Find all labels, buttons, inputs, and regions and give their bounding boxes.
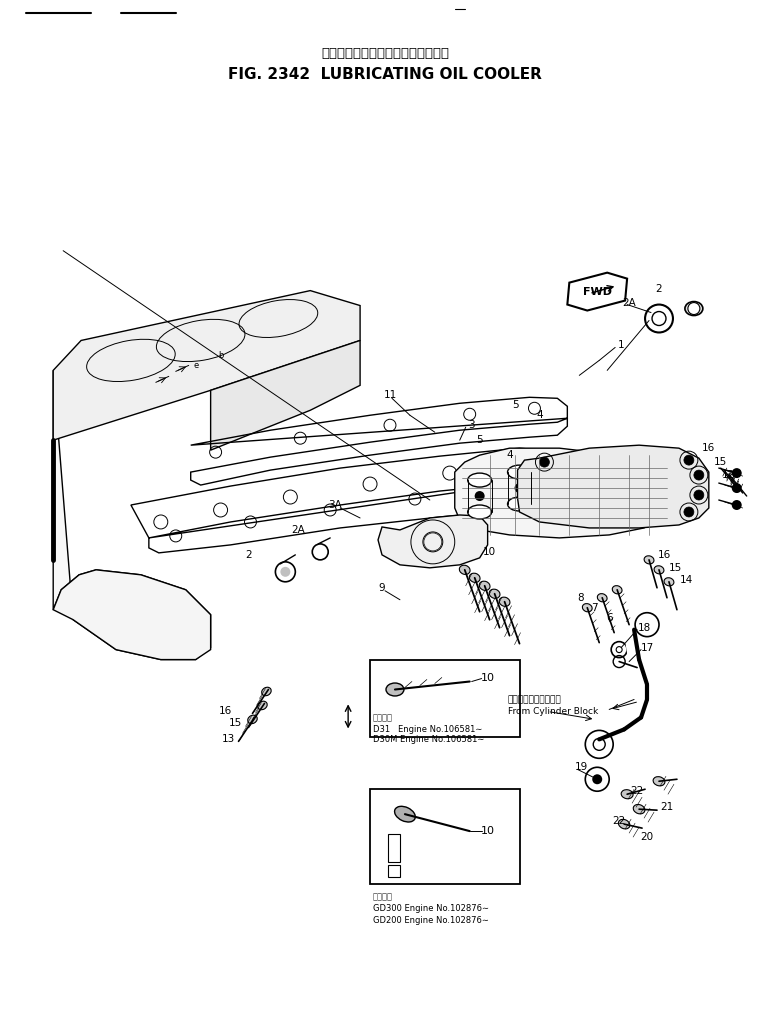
Text: 15: 15 xyxy=(229,718,243,728)
Circle shape xyxy=(694,490,704,500)
Polygon shape xyxy=(53,370,211,659)
Text: 12: 12 xyxy=(722,470,735,480)
Text: 20: 20 xyxy=(641,832,654,842)
Text: 2: 2 xyxy=(656,284,662,294)
Circle shape xyxy=(732,500,742,510)
Circle shape xyxy=(540,457,550,467)
Text: 10: 10 xyxy=(480,672,494,682)
Text: FIG. 2342  LUBRICATING OIL COOLER: FIG. 2342 LUBRICATING OIL COOLER xyxy=(228,67,542,82)
Circle shape xyxy=(684,455,694,465)
Ellipse shape xyxy=(262,687,271,696)
Ellipse shape xyxy=(499,597,510,606)
Text: 9: 9 xyxy=(379,583,385,593)
Text: 2A: 2A xyxy=(291,525,305,535)
Ellipse shape xyxy=(653,777,665,786)
Ellipse shape xyxy=(664,578,674,586)
Text: e: e xyxy=(193,361,199,370)
Polygon shape xyxy=(517,445,709,528)
Ellipse shape xyxy=(386,683,404,696)
Text: 3: 3 xyxy=(468,420,475,430)
Circle shape xyxy=(694,470,704,480)
Circle shape xyxy=(592,775,602,784)
Bar xyxy=(388,865,400,877)
Polygon shape xyxy=(211,341,360,450)
Text: 15: 15 xyxy=(668,563,681,573)
Ellipse shape xyxy=(644,556,654,564)
Text: GD300 Engine No.102876∼: GD300 Engine No.102876∼ xyxy=(373,904,489,914)
Ellipse shape xyxy=(633,804,645,814)
Text: 17: 17 xyxy=(641,643,654,653)
Ellipse shape xyxy=(467,505,491,519)
Bar xyxy=(370,659,520,737)
Text: 8: 8 xyxy=(577,593,584,602)
Bar xyxy=(370,789,520,884)
Polygon shape xyxy=(378,515,487,568)
Text: 3A: 3A xyxy=(328,500,342,510)
Text: 16: 16 xyxy=(702,443,715,453)
Text: 10: 10 xyxy=(483,547,496,557)
Text: D31   Engine No.106581∼: D31 Engine No.106581∼ xyxy=(373,725,483,734)
Text: 22: 22 xyxy=(612,816,626,826)
Text: 14: 14 xyxy=(680,575,694,585)
Bar xyxy=(388,835,400,862)
Text: 6: 6 xyxy=(606,612,612,623)
Text: 適用号機: 適用号機 xyxy=(373,892,393,901)
Text: 13: 13 xyxy=(222,734,235,744)
Text: シリンダブロックから: シリンダブロックから xyxy=(507,695,561,704)
Ellipse shape xyxy=(598,593,607,602)
Text: 2: 2 xyxy=(245,550,252,560)
Text: 2A: 2A xyxy=(622,297,636,307)
Text: From Cylinder Block: From Cylinder Block xyxy=(507,707,598,716)
Text: 15: 15 xyxy=(714,457,728,467)
Ellipse shape xyxy=(248,715,257,724)
Text: 適用号機: 適用号機 xyxy=(373,713,393,722)
Circle shape xyxy=(732,468,742,478)
Ellipse shape xyxy=(507,465,531,479)
Text: 16: 16 xyxy=(658,550,671,560)
Ellipse shape xyxy=(479,581,490,590)
Circle shape xyxy=(474,491,484,501)
Text: 19: 19 xyxy=(574,763,588,773)
Ellipse shape xyxy=(469,573,480,582)
Text: GD200 Engine No.102876∼: GD200 Engine No.102876∼ xyxy=(373,917,489,926)
Text: 7: 7 xyxy=(591,602,598,612)
Text: 10: 10 xyxy=(480,826,494,837)
Ellipse shape xyxy=(507,497,531,511)
Ellipse shape xyxy=(654,566,664,574)
Ellipse shape xyxy=(467,474,491,487)
Ellipse shape xyxy=(460,565,470,575)
Ellipse shape xyxy=(612,586,622,594)
Ellipse shape xyxy=(685,301,703,315)
Text: 21: 21 xyxy=(661,802,674,812)
Text: 11: 11 xyxy=(383,390,397,401)
Circle shape xyxy=(280,567,290,577)
Text: 16: 16 xyxy=(219,707,233,717)
Circle shape xyxy=(514,483,524,493)
Circle shape xyxy=(684,507,694,517)
Text: D30M Engine No.106581∼: D30M Engine No.106581∼ xyxy=(373,735,484,744)
Text: ルーブリケーティングオイルクーラ: ルーブリケーティングオイルクーラ xyxy=(321,47,449,60)
Text: 22: 22 xyxy=(631,786,644,796)
Text: 4: 4 xyxy=(506,450,513,460)
Text: 18: 18 xyxy=(638,623,651,633)
Circle shape xyxy=(688,302,700,314)
Text: 5: 5 xyxy=(512,401,519,411)
Polygon shape xyxy=(53,570,211,659)
Text: 4: 4 xyxy=(536,411,543,420)
Polygon shape xyxy=(53,291,360,440)
Ellipse shape xyxy=(394,806,415,822)
Ellipse shape xyxy=(489,589,500,598)
Text: 1: 1 xyxy=(618,341,624,351)
Text: b: b xyxy=(218,351,223,360)
Ellipse shape xyxy=(621,790,633,799)
Text: 5: 5 xyxy=(477,435,483,445)
Text: FWD: FWD xyxy=(583,287,611,296)
Circle shape xyxy=(732,483,742,493)
Polygon shape xyxy=(455,448,667,537)
Ellipse shape xyxy=(258,702,267,710)
Ellipse shape xyxy=(618,819,630,828)
Ellipse shape xyxy=(582,603,592,611)
